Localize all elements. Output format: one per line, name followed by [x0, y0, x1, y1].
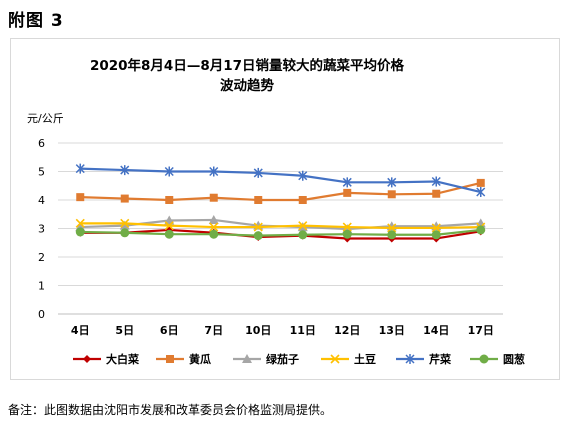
- data-point: [253, 231, 263, 241]
- data-point: [254, 196, 263, 204]
- data-point: [164, 221, 174, 231]
- legend-item: 绿茄子: [233, 352, 299, 366]
- data-point: [431, 176, 441, 187]
- series-4: [75, 163, 486, 198]
- legend-marker: [242, 354, 252, 363]
- legend-marker: [330, 354, 340, 364]
- data-point: [76, 193, 85, 202]
- y-axis-label: 元/公斤: [27, 112, 64, 125]
- legend-label: 黄瓜: [189, 352, 211, 366]
- data-point: [75, 163, 85, 174]
- series-1: [76, 178, 485, 204]
- chart-title-line-1: 2020年8月4日—8月17日销量较大的蔬菜平均价格: [90, 57, 405, 74]
- legend-label: 土豆: [354, 352, 376, 366]
- series-line: [80, 228, 481, 240]
- x-tick-label: 4日: [71, 324, 90, 337]
- data-point: [298, 170, 308, 181]
- legend-item: 土豆: [321, 352, 376, 366]
- data-point: [165, 196, 174, 204]
- legend-marker: [405, 354, 415, 364]
- data-point: [476, 178, 485, 187]
- data-point: [120, 194, 129, 203]
- data-point: [119, 220, 130, 230]
- data-point: [209, 193, 218, 202]
- data-point: [209, 166, 219, 177]
- legend-item: 黄瓜: [156, 352, 211, 366]
- data-point: [387, 177, 397, 188]
- data-point: [476, 225, 486, 235]
- data-point: [120, 228, 130, 238]
- data-point: [209, 229, 219, 239]
- data-point: [387, 230, 397, 240]
- legend-item: 大白菜: [73, 352, 140, 366]
- x-tick-label: 5日: [115, 324, 134, 337]
- series-line: [80, 228, 481, 237]
- series-5: [75, 225, 486, 241]
- data-point: [298, 196, 307, 204]
- legend-label: 绿茄子: [266, 352, 299, 366]
- data-point: [164, 229, 174, 239]
- data-point: [431, 230, 441, 240]
- y-tick-label: 3: [38, 223, 45, 236]
- data-point: [387, 190, 396, 199]
- data-point: [253, 222, 263, 232]
- chart-title-line-2: 波动趋势: [220, 77, 274, 94]
- data-point: [120, 218, 130, 228]
- data-point: [342, 177, 352, 188]
- x-tick-label: 17日: [468, 324, 494, 337]
- data-point: [120, 165, 130, 176]
- data-point: [476, 187, 486, 198]
- data-point: [209, 222, 219, 232]
- data-point: [342, 222, 352, 232]
- x-tick-label: 11日: [290, 324, 316, 337]
- legend-marker: [166, 355, 174, 363]
- legend-label: 大白菜: [106, 352, 140, 366]
- data-point: [253, 167, 263, 178]
- data-point: [343, 188, 352, 197]
- x-tick-label: 6日: [160, 324, 179, 337]
- data-point: [432, 189, 441, 198]
- data-point: [431, 223, 441, 233]
- page-heading: 附图 3: [8, 11, 64, 31]
- y-tick-label: 0: [38, 308, 45, 321]
- footnote: 备注：此图数据由沈阳市发展和改革委员会价格监测局提供。: [8, 403, 333, 417]
- y-tick-label: 2: [38, 251, 45, 264]
- x-tick-label: 12日: [334, 324, 360, 337]
- data-point: [164, 166, 174, 177]
- y-tick-label: 6: [38, 137, 45, 150]
- y-tick-label: 5: [38, 166, 45, 179]
- data-point: [342, 229, 352, 239]
- series-3: [75, 218, 486, 233]
- legend-item: 芹菜: [396, 352, 452, 366]
- x-tick-label: 14日: [423, 324, 449, 337]
- data-point: [298, 221, 308, 231]
- legend-marker: [83, 355, 91, 363]
- x-tick-label: 13日: [379, 324, 405, 337]
- x-tick-label: 7日: [204, 324, 223, 337]
- legend-marker: [479, 354, 489, 364]
- data-point: [208, 214, 219, 224]
- y-tick-label: 1: [38, 280, 45, 293]
- data-point: [387, 223, 397, 233]
- legend-label: 圆葱: [503, 352, 525, 366]
- legend-label: 芹菜: [429, 352, 452, 366]
- series-line: [80, 167, 482, 194]
- data-point: [75, 218, 85, 228]
- y-tick-label: 4: [38, 194, 45, 207]
- data-point: [75, 227, 85, 237]
- series-line: [80, 181, 482, 202]
- series-line: [80, 222, 481, 230]
- line-chart: 2020年8月4日—8月17日销量较大的蔬菜平均价格 波动趋势 元/公斤 012…: [27, 57, 525, 366]
- data-point: [298, 230, 308, 240]
- x-tick-label: 10日: [245, 324, 271, 337]
- legend-item: 圆葱: [470, 352, 525, 366]
